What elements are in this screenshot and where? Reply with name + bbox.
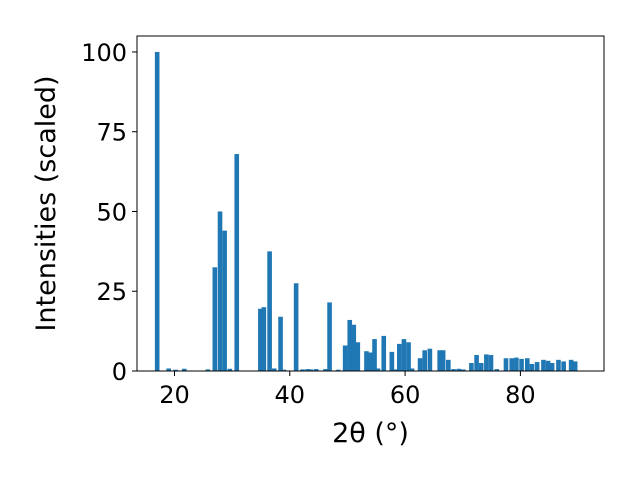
plot-frame <box>136 35 605 372</box>
bar <box>368 352 373 371</box>
bar <box>409 368 415 371</box>
bar <box>525 358 530 371</box>
bar <box>561 361 566 371</box>
x-tick-label: 40 <box>275 381 306 409</box>
y-tick-label: 50 <box>96 198 127 226</box>
bar <box>166 368 172 371</box>
bar <box>494 369 500 371</box>
bar <box>529 363 535 371</box>
x-axis-label: 2θ (°) <box>332 418 409 449</box>
bar <box>534 362 540 371</box>
bar <box>327 302 332 371</box>
x-tick-label: 60 <box>390 381 421 409</box>
bar <box>281 369 287 371</box>
bar <box>293 283 299 371</box>
bar <box>364 351 369 371</box>
bar <box>351 324 357 371</box>
bar <box>227 368 233 371</box>
bar <box>503 358 509 371</box>
bar <box>381 335 387 371</box>
bar <box>173 369 178 371</box>
bar <box>446 359 451 371</box>
y-axis-ticks: 0 25 50 75 100 <box>81 39 137 386</box>
bar <box>271 368 277 371</box>
bar <box>181 368 187 371</box>
bar <box>278 316 283 371</box>
bar <box>519 358 524 371</box>
bar <box>488 355 494 371</box>
bar <box>323 369 328 371</box>
bar <box>308 369 314 371</box>
bar <box>217 211 223 371</box>
bar <box>478 363 484 371</box>
bar <box>305 369 310 371</box>
x-tick-label: 80 <box>505 381 536 409</box>
bar <box>422 350 427 371</box>
bar <box>347 319 353 371</box>
bar <box>456 368 462 371</box>
bar <box>469 363 474 371</box>
bar <box>355 342 361 371</box>
bar <box>300 369 305 371</box>
bar <box>392 369 398 371</box>
bar <box>437 350 442 371</box>
bar <box>556 359 561 371</box>
bar <box>406 342 411 371</box>
bar <box>549 363 555 371</box>
y-tick-label: 0 <box>112 358 127 386</box>
bar <box>258 308 263 371</box>
bar <box>451 369 456 371</box>
bar <box>154 51 160 371</box>
bar <box>314 369 319 371</box>
bar <box>335 369 341 371</box>
bar <box>212 267 218 371</box>
bar <box>397 343 402 371</box>
bar <box>568 359 574 371</box>
y-tick-label: 75 <box>96 119 127 147</box>
y-axis-label: Intensities (scaled) <box>31 75 62 331</box>
bar <box>572 361 578 371</box>
bar <box>427 348 433 371</box>
bar <box>440 350 446 371</box>
bar <box>484 354 489 371</box>
bar <box>205 369 211 371</box>
bar <box>509 358 515 371</box>
bar <box>514 357 519 371</box>
bar <box>389 351 395 371</box>
bar <box>342 345 348 371</box>
bar <box>234 154 240 371</box>
bar <box>222 230 227 371</box>
y-tick-label: 100 <box>81 39 127 67</box>
bar <box>372 339 377 371</box>
bar <box>261 307 267 371</box>
bar <box>417 358 423 371</box>
bar <box>461 369 466 371</box>
x-tick-label: 20 <box>159 381 190 409</box>
bar <box>545 360 551 371</box>
bar <box>267 251 272 371</box>
bar <box>541 359 546 371</box>
bar-series <box>154 51 578 371</box>
bar <box>474 355 479 371</box>
bar <box>375 368 381 371</box>
bar <box>401 339 407 371</box>
y-tick-label: 25 <box>96 278 127 306</box>
x-axis-ticks: 20 40 60 80 <box>159 371 536 409</box>
